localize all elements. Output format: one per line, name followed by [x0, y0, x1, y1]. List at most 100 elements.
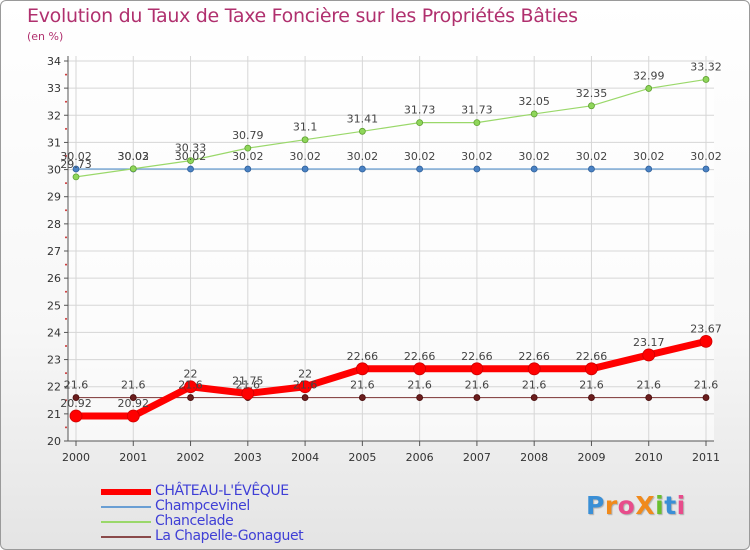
data-point [298, 380, 312, 394]
data-point [358, 165, 366, 173]
data-point [527, 362, 541, 376]
data-point [301, 136, 309, 144]
y-minor-tick [65, 127, 67, 130]
logo-letter: X [635, 491, 656, 520]
x-tick-label: 2001 [119, 451, 147, 464]
data-point [530, 165, 538, 173]
data-label: 21.6 [694, 379, 719, 392]
data-label: 23.17 [633, 336, 665, 349]
data-point [416, 119, 424, 127]
data-label: 21.6 [350, 379, 375, 392]
data-label: 33.32 [690, 60, 722, 73]
data-point [645, 85, 653, 92]
y-tick-label: 34 [47, 55, 61, 68]
data-label: 31.73 [461, 104, 493, 117]
data-point [588, 394, 595, 401]
legend-label: La Chapelle-Gonaguet [155, 528, 304, 544]
x-tick-label: 2004 [291, 451, 319, 464]
y-minor-tick [65, 73, 67, 76]
y-minor-tick [65, 290, 67, 293]
data-point [416, 165, 424, 173]
data-label: 21.6 [64, 379, 89, 392]
data-point [244, 144, 252, 152]
y-tick-label: 27 [47, 245, 61, 258]
data-label: 22.66 [404, 350, 436, 363]
data-label: 22.66 [347, 350, 379, 363]
data-label: 21.6 [465, 379, 490, 392]
data-point [187, 157, 194, 165]
data-point [72, 165, 80, 173]
series-line [75, 78, 707, 178]
data-label: 21.6 [579, 379, 604, 392]
data-label: 21.6 [636, 379, 661, 392]
data-label: 30.02 [576, 150, 608, 163]
data-label: 31.1 [293, 121, 318, 134]
y-minor-tick [65, 372, 67, 375]
y-minor-tick [65, 399, 67, 402]
data-label: 22.66 [576, 350, 608, 363]
data-point [129, 394, 137, 401]
data-point [301, 394, 309, 401]
data-label: 32.35 [576, 87, 608, 100]
data-point [702, 394, 710, 401]
data-label: 21.6 [293, 379, 318, 392]
legend-swatch [101, 506, 151, 508]
logo-letter: P [586, 491, 605, 520]
y-tick-label: 26 [47, 272, 61, 285]
data-label: 30.02 [118, 150, 150, 163]
data-label: 29.73 [60, 158, 92, 171]
data-label: 21.6 [236, 379, 261, 392]
data-point [702, 76, 710, 83]
data-label: 30.02 [461, 150, 493, 163]
data-point [699, 334, 713, 348]
x-tick-label: 2010 [635, 451, 663, 464]
data-point [530, 394, 538, 401]
proxiti-logo: ProXiti [586, 491, 686, 520]
data-label: 22 [298, 368, 312, 381]
logo-letter: o [617, 491, 636, 520]
x-tick-label: 2008 [520, 451, 548, 464]
data-point [470, 362, 484, 376]
y-minor-tick [65, 209, 67, 212]
data-label: 30.02 [347, 150, 379, 163]
chart-title: Evolution du Taux de Taxe Foncière sur l… [27, 5, 578, 27]
y-tick-label: 22 [47, 381, 61, 394]
logo-letter: t [664, 491, 677, 520]
data-point [645, 165, 653, 173]
y-minor-tick [65, 155, 67, 157]
logo-letter: i [655, 491, 665, 520]
data-point [126, 409, 140, 423]
data-point [187, 165, 194, 173]
data-point [588, 102, 595, 110]
y-tick-label: 28 [47, 218, 61, 231]
data-point [413, 362, 427, 376]
data-label: 30.79 [232, 129, 264, 142]
data-point [72, 173, 80, 181]
y-tick-label: 25 [47, 299, 61, 312]
logo-letter: i [676, 491, 686, 520]
y-tick-label: 21 [47, 408, 61, 421]
legend-label: Chancelade [155, 513, 234, 529]
data-label: 21.6 [178, 379, 203, 392]
series-line [72, 337, 710, 420]
data-label: 32.99 [633, 69, 665, 82]
data-point [416, 394, 424, 401]
legend-label: Champcevinel [155, 498, 250, 514]
y-minor-tick [65, 345, 67, 347]
data-point [129, 165, 137, 173]
data-label: 30.02 [289, 150, 321, 163]
y-minor-tick [65, 100, 67, 103]
data-point [72, 394, 80, 401]
data-point [642, 348, 656, 362]
y-tick-label: 32 [47, 109, 61, 122]
data-label: 21.6 [522, 379, 547, 392]
legend-label: CHÂTEAU-L'ÉVÊQUE [155, 483, 289, 499]
data-label: 21.6 [121, 379, 146, 392]
y-minor-tick [65, 317, 67, 320]
x-tick-label: 2000 [62, 451, 90, 464]
data-point [645, 394, 653, 401]
x-tick-label: 2003 [234, 451, 262, 464]
data-point [358, 394, 366, 401]
x-tick-label: 2011 [692, 451, 720, 464]
